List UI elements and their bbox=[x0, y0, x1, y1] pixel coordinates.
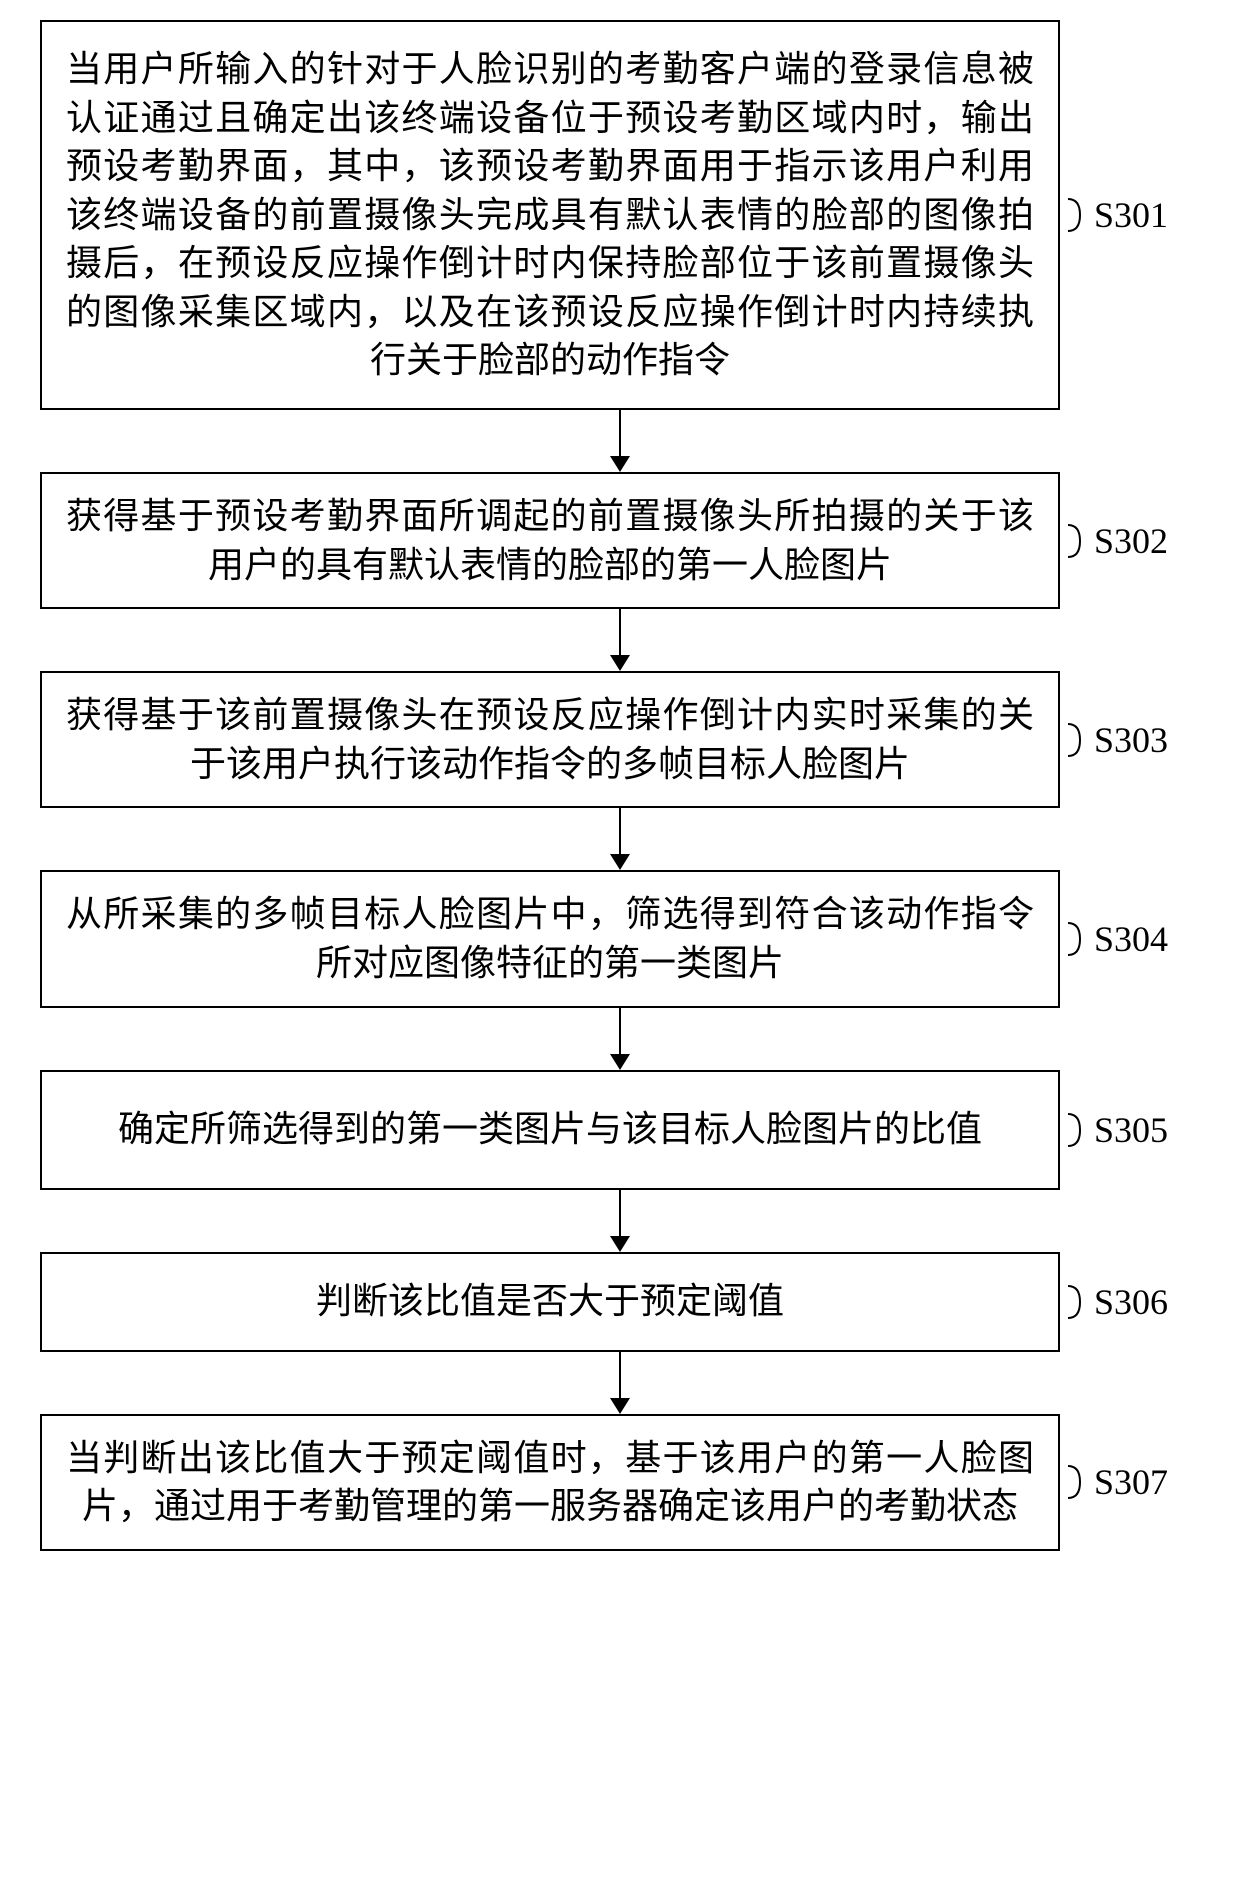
step-box-s305: 确定所筛选得到的第一类图片与该目标人脸图片的比值 bbox=[40, 1070, 1060, 1190]
step-row-s302: 获得基于预设考勤界面所调起的前置摄像头所拍摄的关于该用户的具有默认表情的脸部的第… bbox=[40, 472, 1200, 609]
step-label: S305 bbox=[1094, 1109, 1168, 1151]
step-text: 获得基于该前置摄像头在预设反应操作倒计内实时采集的关于该用户执行该动作指令的多帧… bbox=[66, 691, 1034, 788]
step-label: S302 bbox=[1094, 520, 1168, 562]
step-label-group: S307 bbox=[1066, 1458, 1168, 1506]
step-row-s303: 获得基于该前置摄像头在预设反应操作倒计内实时采集的关于该用户执行该动作指令的多帧… bbox=[40, 671, 1200, 808]
step-row-s304: 从所采集的多帧目标人脸图片中，筛选得到符合该动作指令所对应图像特征的第一类图片 … bbox=[40, 870, 1200, 1007]
step-row-s305: 确定所筛选得到的第一类图片与该目标人脸图片的比值 S305 bbox=[40, 1070, 1200, 1190]
step-label: S307 bbox=[1094, 1461, 1168, 1503]
arrow-down-icon bbox=[600, 410, 640, 472]
step-label-group: S305 bbox=[1066, 1106, 1168, 1154]
step-box-s307: 当判断出该比值大于预定阈值时，基于该用户的第一人脸图片，通过用于考勤管理的第一服… bbox=[40, 1414, 1060, 1551]
step-label-group: S302 bbox=[1066, 517, 1168, 565]
arrow-down-icon bbox=[600, 609, 640, 671]
step-box-s302: 获得基于预设考勤界面所调起的前置摄像头所拍摄的关于该用户的具有默认表情的脸部的第… bbox=[40, 472, 1060, 609]
step-box-s306: 判断该比值是否大于预定阈值 bbox=[40, 1252, 1060, 1352]
connector-curve-icon bbox=[1066, 1278, 1094, 1326]
arrow-container bbox=[110, 410, 1130, 472]
step-label: S301 bbox=[1094, 194, 1168, 236]
step-text: 获得基于预设考勤界面所调起的前置摄像头所拍摄的关于该用户的具有默认表情的脸部的第… bbox=[66, 492, 1034, 589]
arrow-container bbox=[110, 1008, 1130, 1070]
connector-curve-icon bbox=[1066, 191, 1094, 239]
step-label-group: S304 bbox=[1066, 915, 1168, 963]
step-row-s306: 判断该比值是否大于预定阈值 S306 bbox=[40, 1252, 1200, 1352]
connector-curve-icon bbox=[1066, 517, 1094, 565]
arrow-down-icon bbox=[600, 1352, 640, 1414]
step-label: S304 bbox=[1094, 918, 1168, 960]
step-label-group: S303 bbox=[1066, 716, 1168, 764]
step-label-group: S306 bbox=[1066, 1278, 1168, 1326]
step-text: 判断该比值是否大于预定阈值 bbox=[316, 1277, 784, 1326]
step-text: 当用户所输入的针对于人脸识别的考勤客户端的登录信息被认证通过且确定出该终端设备位… bbox=[66, 45, 1034, 385]
connector-curve-icon bbox=[1066, 915, 1094, 963]
step-box-s303: 获得基于该前置摄像头在预设反应操作倒计内实时采集的关于该用户执行该动作指令的多帧… bbox=[40, 671, 1060, 808]
arrow-down-icon bbox=[600, 1190, 640, 1252]
step-text: 当判断出该比值大于预定阈值时，基于该用户的第一人脸图片，通过用于考勤管理的第一服… bbox=[66, 1434, 1034, 1531]
arrow-container bbox=[110, 609, 1130, 671]
arrow-down-icon bbox=[600, 808, 640, 870]
connector-curve-icon bbox=[1066, 716, 1094, 764]
step-label: S306 bbox=[1094, 1281, 1168, 1323]
arrow-container bbox=[110, 1190, 1130, 1252]
connector-curve-icon bbox=[1066, 1458, 1094, 1506]
flowchart-container: 当用户所输入的针对于人脸识别的考勤客户端的登录信息被认证通过且确定出该终端设备位… bbox=[40, 20, 1200, 1551]
step-label-group: S301 bbox=[1066, 191, 1168, 239]
arrow-down-icon bbox=[600, 1008, 640, 1070]
step-row-s301: 当用户所输入的针对于人脸识别的考勤客户端的登录信息被认证通过且确定出该终端设备位… bbox=[40, 20, 1200, 410]
connector-curve-icon bbox=[1066, 1106, 1094, 1154]
arrow-container bbox=[110, 1352, 1130, 1414]
step-text: 从所采集的多帧目标人脸图片中，筛选得到符合该动作指令所对应图像特征的第一类图片 bbox=[66, 890, 1034, 987]
step-box-s304: 从所采集的多帧目标人脸图片中，筛选得到符合该动作指令所对应图像特征的第一类图片 bbox=[40, 870, 1060, 1007]
step-label: S303 bbox=[1094, 719, 1168, 761]
step-row-s307: 当判断出该比值大于预定阈值时，基于该用户的第一人脸图片，通过用于考勤管理的第一服… bbox=[40, 1414, 1200, 1551]
step-text: 确定所筛选得到的第一类图片与该目标人脸图片的比值 bbox=[118, 1105, 982, 1154]
step-box-s301: 当用户所输入的针对于人脸识别的考勤客户端的登录信息被认证通过且确定出该终端设备位… bbox=[40, 20, 1060, 410]
arrow-container bbox=[110, 808, 1130, 870]
